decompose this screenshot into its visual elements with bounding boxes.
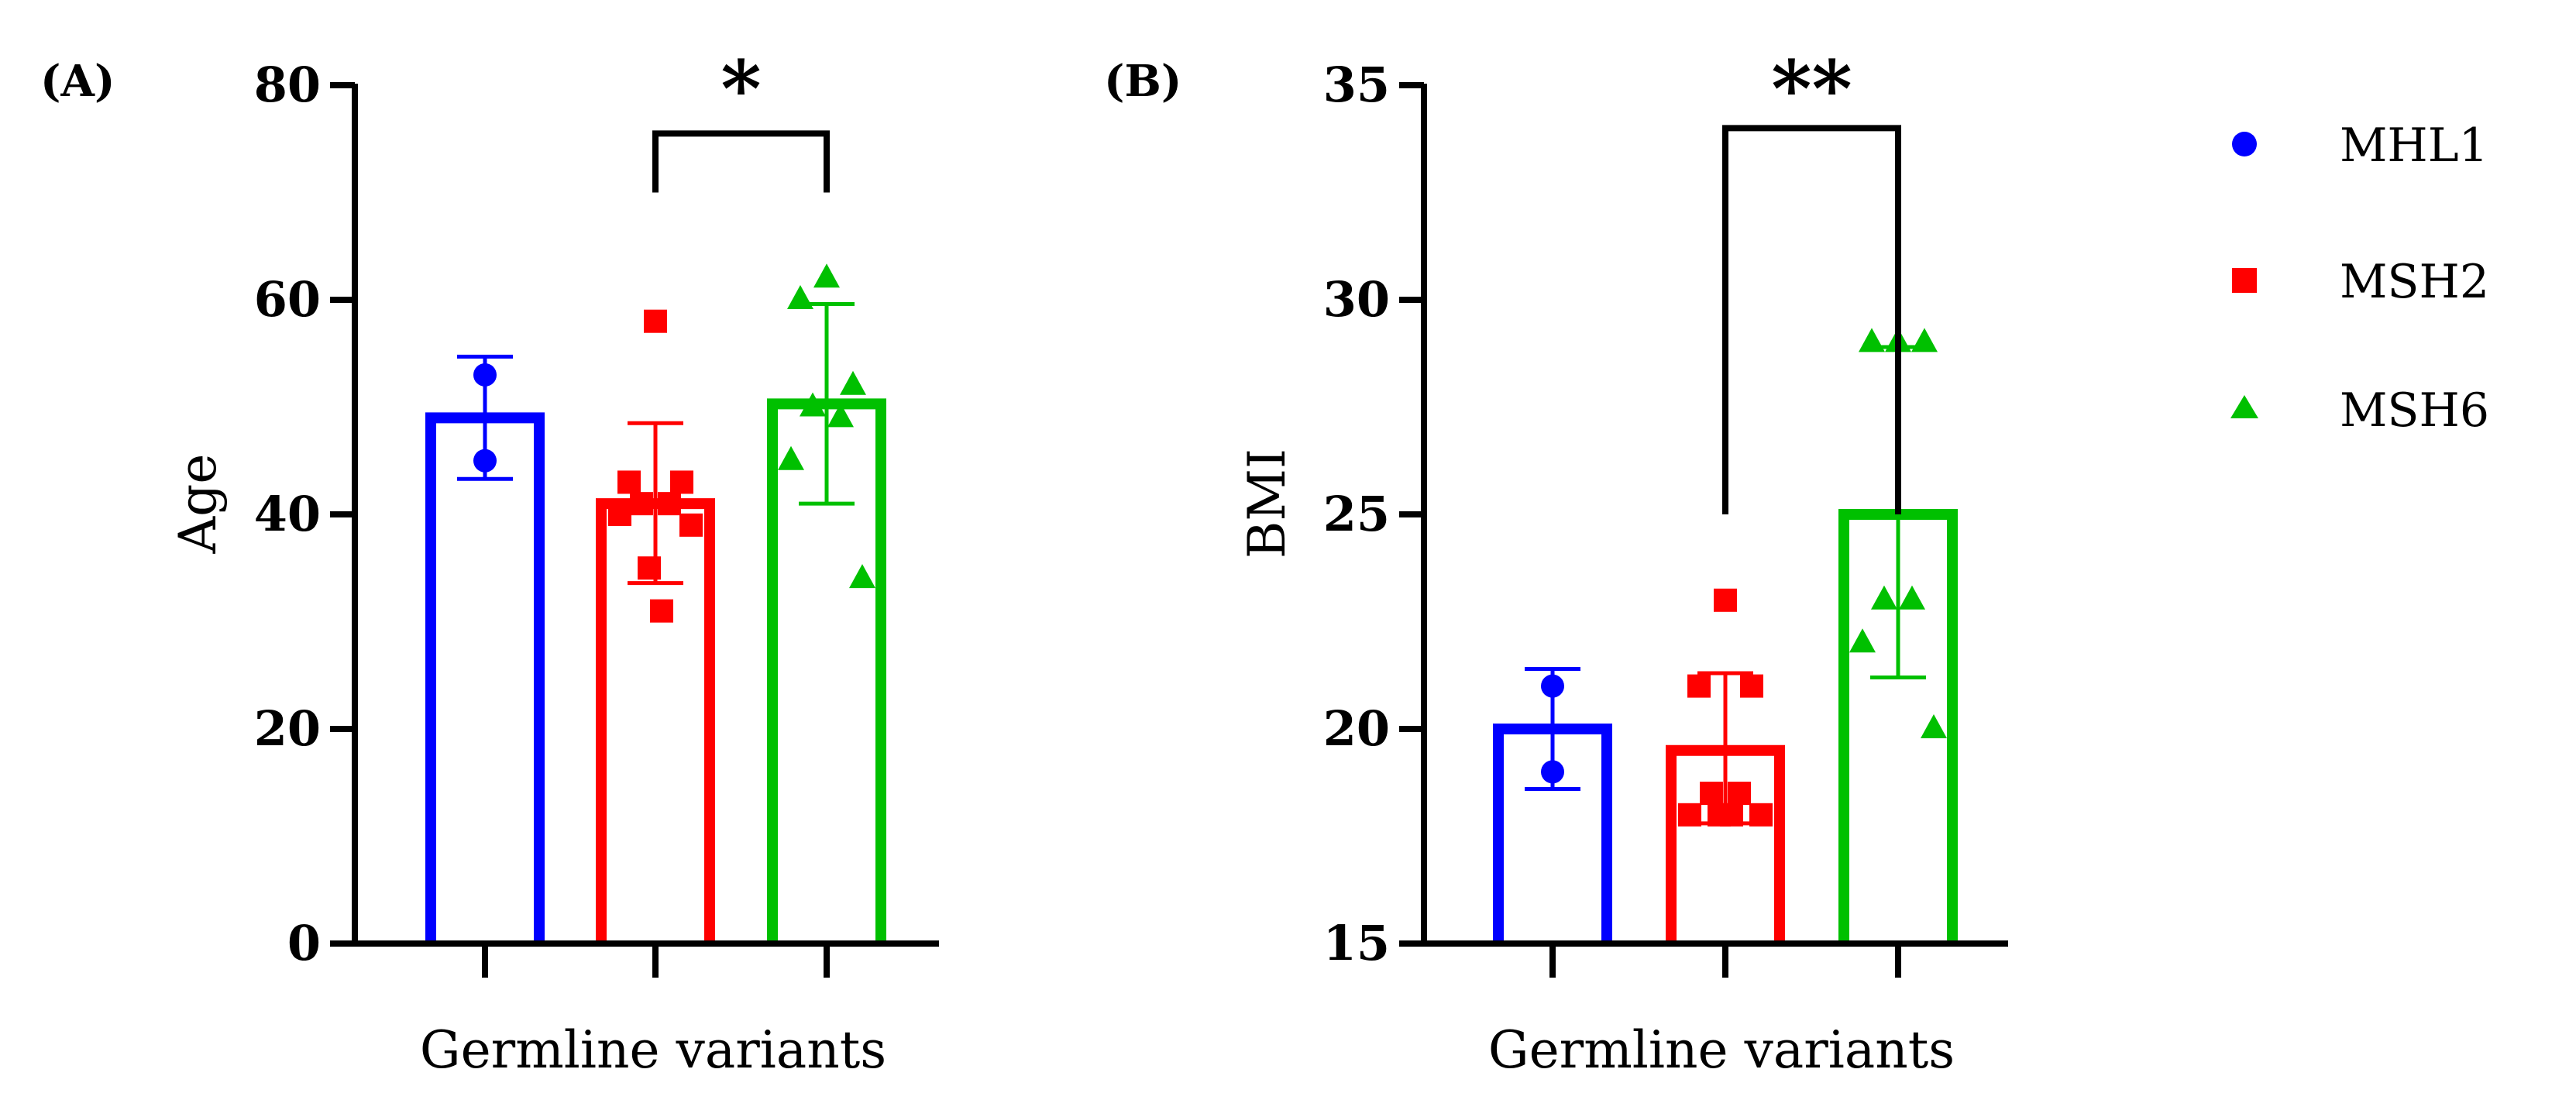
panel-a-point-msh6: [827, 403, 854, 428]
panel-a-y-axis-label: Age: [168, 454, 228, 555]
panel-b-label: (B): [1104, 56, 1181, 107]
panel-a-point-msh6: [849, 564, 875, 589]
panel-a-point-msh6: [813, 263, 840, 288]
panel-a-point-mhl1: [473, 363, 497, 387]
panel-b-y-tick-label: 20: [1323, 700, 1390, 757]
panel-b-point-msh6: [1871, 585, 1897, 610]
legend-marker-msh2: [2232, 268, 2257, 293]
panel-b-point-msh2: [1700, 782, 1723, 806]
panel-a-y-tick-label: 0: [287, 915, 321, 971]
panel-b-y-tick-label: 30: [1323, 271, 1390, 328]
panel-b-point-msh6: [1849, 628, 1876, 653]
panel-b-significance-label: **: [1771, 43, 1852, 135]
panel-b-y-tick-label: 25: [1323, 486, 1390, 542]
panel-a-point-msh2: [658, 492, 681, 516]
panel-b-chart: (B) BMI Germline variants 15 20 25 30 35 **: [1104, 43, 2008, 1080]
panel-b-point-msh6: [1859, 328, 1885, 352]
panel-b-point-msh6: [1899, 585, 1925, 610]
panel-a-chart: (A) Age Germline variants 0 20 40 60 80 *: [40, 43, 939, 1080]
panel-a-bar-mhl1: [425, 412, 545, 940]
panel-b-point-msh6: [1911, 328, 1938, 352]
panel-a-point-msh2: [679, 513, 703, 537]
panel-a-point-msh6: [787, 285, 813, 309]
panel-a-y-tick-label: 80: [254, 57, 321, 113]
panel-b-point-msh2: [1687, 674, 1711, 698]
legend: MHL1 MSH2 MSH6: [2230, 119, 2489, 438]
panel-b-point-msh2: [1728, 782, 1751, 806]
panel-a-point-msh2: [670, 470, 693, 494]
panel-b-y-tick-label: 15: [1323, 915, 1390, 971]
panel-a-point-msh6: [840, 370, 866, 395]
panel-a-point-msh2: [617, 470, 641, 494]
panel-a-y-tick-label: 40: [254, 486, 321, 542]
panel-b-point-mhl1: [1541, 674, 1564, 698]
panel-a-point-msh6: [778, 445, 804, 470]
legend-marker-msh6: [2230, 395, 2258, 418]
panel-a-x-axis-label: Germline variants: [420, 1020, 886, 1080]
legend-label-mhl1: MHL1: [2340, 119, 2488, 173]
panel-a-significance-bracket: [652, 130, 830, 193]
panel-a-point-msh2: [630, 492, 653, 516]
panel-b-y-axis-label: BMI: [1237, 449, 1297, 559]
panel-b-x-axis-label: Germline variants: [1488, 1020, 1955, 1080]
panel-a-point-msh6: [800, 392, 826, 417]
panel-b-point-msh2: [1720, 803, 1743, 827]
panel-b-point-msh2: [1749, 803, 1773, 827]
panel-b-y-tick-label: 35: [1323, 57, 1390, 113]
panel-a-label: (A): [40, 56, 115, 107]
panel-b-point-msh2: [1714, 588, 1737, 612]
panel-a-point-msh2: [650, 599, 673, 623]
legend-marker-mhl1: [2232, 132, 2257, 156]
panel-b-point-msh6: [1921, 714, 1947, 738]
legend-label-msh6: MSH6: [2340, 383, 2489, 438]
panel-b-point-msh2: [1740, 674, 1763, 698]
panel-a-significance-label: *: [721, 43, 761, 135]
panel-b-point-mhl1: [1541, 760, 1564, 784]
panel-b-significance-bracket: [1722, 125, 1901, 514]
panel-a-y-tick-label: 20: [254, 700, 321, 757]
panel-a-y-tick-label: 60: [254, 271, 321, 328]
legend-label-msh2: MSH2: [2340, 255, 2489, 309]
panel-a-point-msh2: [608, 503, 631, 526]
panel-b-point-msh2: [1678, 803, 1701, 827]
panel-a-point-msh2: [638, 556, 661, 580]
panel-a-point-msh2: [644, 309, 667, 333]
panel-a-point-mhl1: [473, 449, 497, 473]
